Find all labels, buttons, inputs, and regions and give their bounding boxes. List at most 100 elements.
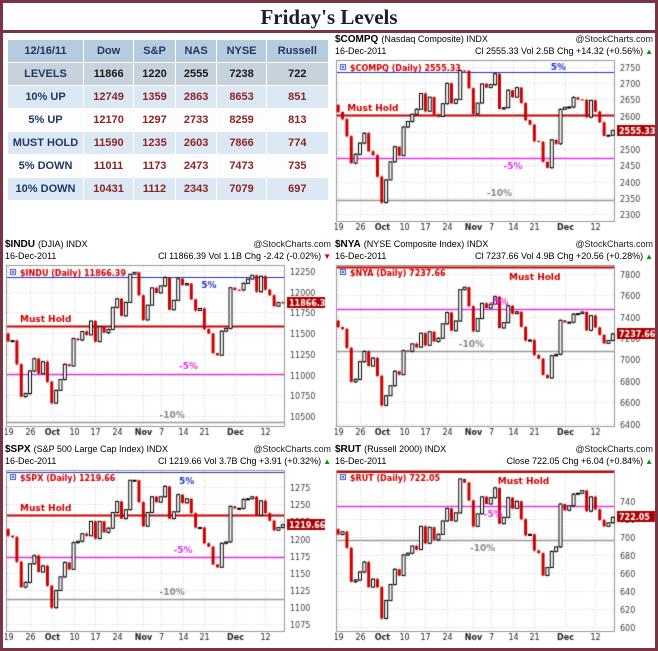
cell-value: 697 [265, 177, 330, 201]
table-header-row: 12/16/11 Dow S&P NAS NYSE Russell [7, 39, 330, 63]
table-row-10-down: 10% DOWN 10431 1112 2343 7079 697 [7, 177, 330, 201]
cell-value: 1220 [133, 62, 176, 86]
chart-panel-spx: $SPX (S&P 500 Large Cap Index) INDX @Sto… [3, 443, 333, 648]
table-date-header: 12/16/11 [7, 39, 84, 63]
table-row-5-up: 5% UP 12170 1297 2733 8259 813 [7, 108, 330, 132]
price-chart-canvas-compq[interactable] [335, 57, 655, 233]
table-row-levels: LEVELS 11866 1220 2555 7238 722 [7, 62, 330, 86]
chart-symbol[interactable]: $INDU [5, 239, 36, 250]
chart-date: 16-Dec-2011 [335, 456, 387, 466]
chart-name: (Russell 2000) INDX [364, 444, 447, 454]
cell-value: 12170 [82, 108, 135, 132]
cell-value: 10431 [82, 177, 135, 201]
chart-header: $NYA (NYSE Composite Index) INDX @StockC… [335, 239, 653, 251]
change-arrow-icon: ▲ [645, 252, 653, 261]
levels-table-panel: 12/16/11 Dow S&P NAS NYSE Russell LEVELS… [3, 33, 333, 238]
table-row-10-up: 10% UP 12749 1359 2863 8653 851 [7, 85, 330, 109]
change-arrow-icon: ▲ [323, 457, 331, 466]
chart-subheader: 16-Dec-2011 Cl 11866.39 Vol 1.1B Chg -2.… [5, 251, 331, 262]
cell-value: 2555 [174, 62, 218, 86]
row-label: 5% UP [7, 108, 84, 132]
chart-header: $COMPQ (Nasdaq Composite) INDX @StockCha… [335, 34, 653, 46]
stockcharts-credit[interactable]: @StockCharts.com [575, 444, 653, 454]
levels-table: 12/16/11 Dow S&P NAS NYSE Russell LEVELS… [7, 39, 330, 201]
chart-subheader: 16-Dec-2011 Cl 2555.33 Vol 2.5B Chg +14.… [335, 46, 653, 57]
col-header-russell: Russell [265, 39, 330, 63]
cell-value: 813 [265, 108, 330, 132]
cell-value: 7473 [216, 154, 267, 178]
price-chart-canvas-nya[interactable] [335, 262, 655, 438]
stockcharts-credit[interactable]: @StockCharts.com [253, 239, 331, 249]
cell-value: 2733 [174, 108, 218, 132]
row-label: 10% DOWN [7, 177, 84, 201]
col-header-nyse: NYSE [216, 39, 267, 63]
chart-header: $RUT (Russell 2000) INDX @StockCharts.co… [335, 444, 653, 456]
chart-name: (DJIA) INDX [38, 239, 88, 249]
chart-stats: Cl 2555.33 Vol 2.5B Chg +14.32 (+0.56%) ▲ [474, 46, 653, 56]
cell-value: 2603 [174, 131, 218, 155]
change-arrow-icon: ▲ [645, 457, 653, 466]
cell-value: 1235 [133, 131, 176, 155]
chart-header: $SPX (S&P 500 Large Cap Index) INDX @Sto… [5, 444, 331, 456]
row-label: LEVELS [7, 62, 84, 86]
row-label: 10% UP [7, 85, 84, 109]
cell-value: 7866 [216, 131, 267, 155]
row-label: MUST HOLD [7, 131, 84, 155]
cell-value: 11011 [82, 154, 135, 178]
chart-name: (S&P 500 Large Cap Index) INDX [33, 444, 168, 454]
cell-value: 851 [265, 85, 330, 109]
row-label: 5% DOWN [7, 154, 84, 178]
chart-stats: Cl 7237.66 Vol 4.9B Chg +20.56 (+0.28%) ▲ [474, 251, 653, 261]
chart-name: (Nasdaq Composite) INDX [381, 34, 488, 44]
levels-table-body: LEVELS 11866 1220 2555 7238 722 10% UP 12749 135… [7, 62, 330, 201]
chart-panel-rut: $RUT (Russell 2000) INDX @StockCharts.co… [333, 443, 655, 648]
cell-value: 1359 [133, 85, 176, 109]
chart-symbol[interactable]: $SPX [5, 444, 31, 455]
price-chart-canvas-indu[interactable] [5, 262, 327, 438]
table-row-must-hold: MUST HOLD 11590 1235 2603 7866 774 [7, 131, 330, 155]
content-grid: 12/16/11 Dow S&P NAS NYSE Russell LEVELS… [3, 33, 655, 648]
chart-name: (NYSE Composite Index) INDX [363, 239, 489, 249]
chart-stats: Close 722.05 Chg +6.04 (+0.84%) ▲ [506, 456, 653, 466]
stockcharts-credit[interactable]: @StockCharts.com [575, 34, 653, 44]
chart-date: 16-Dec-2011 [335, 46, 387, 56]
cell-value: 2863 [174, 85, 218, 109]
col-header-nas: NAS [174, 39, 218, 63]
cell-value: 7079 [216, 177, 267, 201]
cell-value: 11866 [82, 62, 135, 86]
chart-stats: Cl 1219.66 Vol 3.7B Chg +3.91 (+0.32%) ▲ [157, 456, 331, 466]
price-chart-canvas-rut[interactable] [335, 467, 655, 643]
chart-date: 16-Dec-2011 [335, 251, 387, 261]
col-header-sp: S&P [133, 39, 176, 63]
cell-value: 12749 [82, 85, 135, 109]
cell-value: 8653 [216, 85, 267, 109]
cell-value: 2473 [174, 154, 218, 178]
stockcharts-credit[interactable]: @StockCharts.com [253, 444, 331, 454]
price-chart-canvas-spx[interactable] [5, 467, 327, 643]
col-header-dow: Dow [82, 39, 135, 63]
cell-value: 1112 [133, 177, 176, 201]
chart-symbol[interactable]: $RUT [335, 444, 362, 455]
chart-subheader: 16-Dec-2011 Cl 7237.66 Vol 4.9B Chg +20.… [335, 251, 653, 262]
chart-subheader: 16-Dec-2011 Close 722.05 Chg +6.04 (+0.8… [335, 456, 653, 467]
change-arrow-icon: ▲ [645, 47, 653, 56]
chart-symbol[interactable]: $NYA [335, 239, 361, 250]
stockcharts-credit[interactable]: @StockCharts.com [575, 239, 653, 249]
cell-value: 1297 [133, 108, 176, 132]
chart-panel-indu: $INDU (DJIA) INDX @StockCharts.com 16-De… [3, 238, 333, 443]
cell-value: 7238 [216, 62, 267, 86]
chart-header: $INDU (DJIA) INDX @StockCharts.com [5, 239, 331, 251]
cell-value: 722 [265, 62, 330, 86]
chart-date: 16-Dec-2011 [5, 456, 57, 466]
chart-panel-compq: $COMPQ (Nasdaq Composite) INDX @StockCha… [333, 33, 655, 238]
cell-value: 774 [265, 131, 330, 155]
cell-value: 1173 [133, 154, 176, 178]
cell-value: 735 [265, 154, 330, 178]
chart-date: 16-Dec-2011 [5, 251, 57, 261]
table-row-5-down: 5% DOWN 11011 1173 2473 7473 735 [7, 154, 330, 178]
chart-panel-nya: $NYA (NYSE Composite Index) INDX @StockC… [333, 238, 655, 443]
chart-subheader: 16-Dec-2011 Cl 1219.66 Vol 3.7B Chg +3.9… [5, 456, 331, 467]
chart-symbol[interactable]: $COMPQ [335, 34, 379, 45]
cell-value: 8259 [216, 108, 267, 132]
